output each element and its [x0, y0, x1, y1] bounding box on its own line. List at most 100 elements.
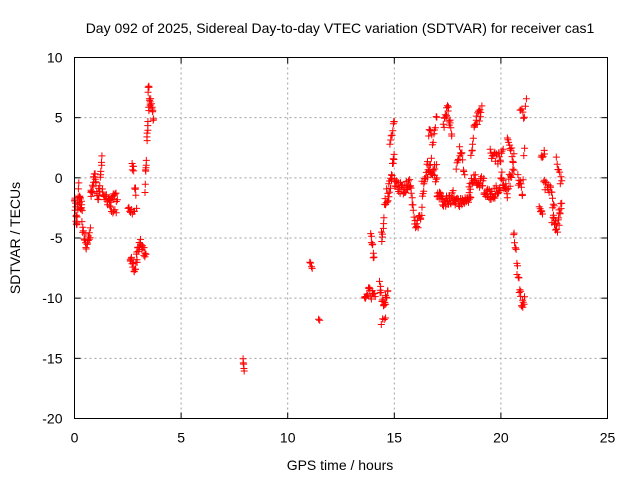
data-point-plus	[82, 245, 90, 253]
x-tick-label: 0	[71, 430, 79, 446]
data-point-plus	[141, 180, 149, 188]
data-point-plus	[384, 287, 392, 295]
data-point-plus	[75, 179, 83, 187]
data-point-plus	[466, 185, 474, 193]
data-point-plus	[454, 157, 462, 165]
data-point-plus	[240, 367, 248, 375]
data-point-plus	[106, 202, 114, 210]
data-point-plus	[509, 165, 517, 173]
data-point-plus	[510, 166, 518, 174]
data-point-plus	[502, 180, 510, 188]
data-point-plus	[547, 183, 554, 191]
data-point-plus	[555, 214, 563, 222]
data-point-plus	[107, 203, 115, 211]
data-point-plus	[556, 168, 564, 176]
data-point-plus	[369, 249, 377, 257]
data-point-plus	[414, 224, 422, 232]
data-point-plus	[520, 114, 528, 122]
data-point-plus	[431, 124, 439, 132]
chart-title: Day 092 of 2025, Sidereal Day-to-day VTE…	[86, 20, 595, 36]
data-point-plus	[510, 150, 518, 158]
data-point-plus	[382, 300, 390, 308]
data-point-plus	[424, 158, 431, 166]
tick-labels: 0 5 10 15 20 25 -20 -15 -10 -5 0 5 10	[42, 50, 615, 446]
data-point-plus	[519, 108, 527, 116]
data-point-plus	[387, 184, 394, 192]
data-point-plus	[557, 173, 565, 181]
data-point-plus	[113, 196, 121, 204]
data-point-plus	[444, 102, 451, 110]
data-point-plus	[452, 165, 460, 173]
data-point-plus	[456, 143, 464, 151]
data-point-plus	[471, 171, 479, 179]
data-point-plus	[517, 287, 525, 295]
data-point-plus	[508, 170, 516, 178]
data-point-plus	[449, 187, 457, 195]
y-tick-label: 10	[47, 50, 63, 66]
data-point-plus	[389, 155, 397, 163]
data-point-plus	[78, 207, 86, 215]
data-point-plus	[144, 126, 152, 134]
data-point-plus	[130, 167, 138, 175]
data-point-plus	[465, 198, 472, 206]
data-point-plus	[128, 260, 136, 268]
data-point-plus	[458, 149, 466, 157]
data-point-plus	[557, 205, 565, 213]
data-point-plus	[405, 177, 412, 185]
data-point-plus	[78, 218, 86, 226]
y-tick-label: -15	[42, 350, 62, 366]
data-point-plus	[308, 264, 316, 272]
data-point-plus	[384, 189, 392, 197]
data-point-plus	[514, 171, 522, 179]
grid-lines	[74, 57, 608, 419]
data-point-plus	[102, 191, 110, 199]
data-point-plus	[507, 174, 515, 181]
data-point-plus	[112, 209, 120, 217]
data-point-plus	[472, 112, 480, 120]
data-point-plus	[112, 198, 120, 205]
data-point-plus	[377, 321, 385, 328]
data-point-plus	[429, 138, 437, 146]
data-point-plus	[427, 154, 435, 162]
data-point-plus	[150, 115, 158, 123]
data-point-plus	[74, 185, 82, 193]
data-point-plus	[134, 247, 142, 255]
data-point-plus	[418, 203, 426, 211]
data-point-plus	[307, 259, 315, 267]
data-point-plus	[385, 188, 393, 196]
data-point-plus	[388, 131, 396, 139]
data-point-plus	[98, 161, 106, 169]
data-point-plus	[548, 188, 556, 196]
data-point-plus	[477, 108, 485, 116]
data-point-plus	[315, 315, 323, 323]
data-point-plus	[541, 150, 548, 158]
data-point-plus	[98, 152, 106, 160]
data-point-plus	[465, 189, 473, 197]
data-point-plus	[517, 183, 525, 191]
data-point-plus	[499, 145, 507, 153]
data-point-plus	[111, 206, 119, 214]
data-point-plus	[92, 179, 100, 187]
data-point-plus	[420, 187, 428, 195]
data-point-plus	[553, 160, 561, 168]
data-point-plus	[433, 161, 441, 169]
data-point-plus	[365, 283, 373, 291]
data-point-plus	[112, 189, 120, 197]
data-point-plus	[142, 167, 150, 175]
data-point-plus	[446, 116, 454, 124]
data-point-plus	[85, 229, 93, 237]
data-point-plus	[518, 190, 526, 198]
data-point-plus	[86, 224, 94, 232]
data-point-plus	[558, 199, 566, 207]
data-point-plus	[470, 122, 478, 130]
data-point-plus	[509, 157, 517, 165]
data-point-plus	[147, 95, 155, 103]
data-point-plus	[97, 167, 105, 175]
data-point-plus	[433, 174, 441, 182]
data-point-plus	[381, 299, 389, 306]
data-point-plus	[390, 118, 398, 126]
data-point-plus	[478, 102, 486, 110]
data-point-plus	[520, 152, 528, 160]
data-point-plus	[484, 185, 492, 193]
data-point-plus	[72, 211, 80, 219]
